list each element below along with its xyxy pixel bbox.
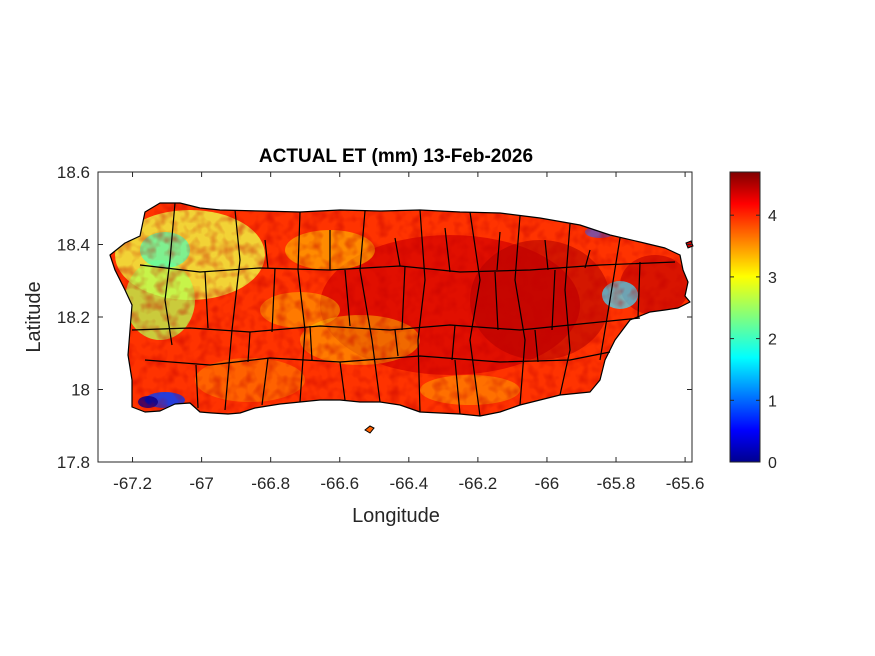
x-tick-label: -67.2	[113, 474, 152, 493]
x-tick-label: -66.6	[320, 474, 359, 493]
y-axis: 17.8 18 18.2 18.4 18.6	[57, 163, 692, 472]
x-axis: -67.2 -67 -66.8 -66.6 -66.4 -66.2 -66 -65.8 -65.…	[113, 172, 704, 493]
colorbar-tick-label: 4	[768, 208, 777, 225]
x-tick-label: -65.6	[666, 474, 705, 493]
y-tick-label: 18.4	[57, 236, 90, 255]
colorbar-tick-label: 0	[768, 455, 777, 472]
x-tick-label: -65.8	[597, 474, 636, 493]
x-tick-label: -66.2	[459, 474, 498, 493]
x-axis-label: Longitude	[352, 505, 440, 527]
colorbar-tick-label: 3	[768, 270, 777, 287]
y-tick-label: 18	[71, 381, 90, 400]
x-tick-label: -66.4	[389, 474, 428, 493]
y-tick-label: 18.6	[57, 163, 90, 182]
x-tick-label: -66	[535, 474, 560, 493]
small-island	[364, 425, 375, 434]
y-tick-label: 17.8	[57, 453, 90, 472]
y-axis-label: Latitude	[23, 281, 45, 352]
x-tick-label: -66.8	[251, 474, 290, 493]
y-tick-label: 18.2	[57, 308, 90, 327]
municipal-boundaries	[109, 202, 691, 417]
chart-title: ACTUAL ET (mm) 13-Feb-2026	[259, 146, 533, 167]
et-heatmap	[110, 203, 690, 416]
colorbar-tick-label: 2	[768, 332, 777, 349]
colorbar-ticks: 0 1 2 3 4	[730, 208, 777, 472]
colorbar-tick-label: 1	[768, 393, 777, 410]
x-tick-label: -67	[189, 474, 214, 493]
colorbar	[729, 171, 761, 463]
